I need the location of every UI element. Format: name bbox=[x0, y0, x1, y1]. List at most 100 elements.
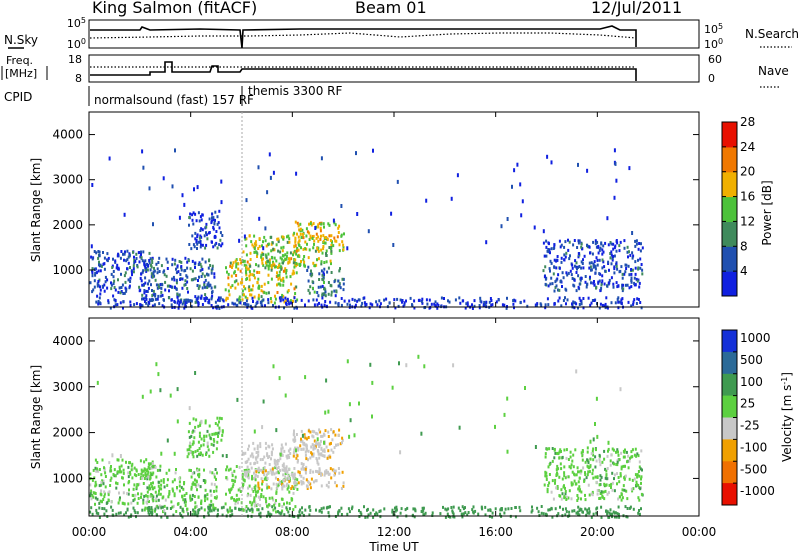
scatter-region bbox=[306, 265, 345, 298]
colorbar-tick-label: 500 bbox=[740, 353, 763, 367]
station-title: King Salmon (fitACF) bbox=[92, 0, 257, 17]
scatter-region bbox=[543, 446, 644, 502]
y-tick-label: 3000 bbox=[52, 173, 83, 187]
nave-label: Nave bbox=[758, 64, 789, 78]
cpid-panel: CPID normalsound (fast) 157 RF themis 33… bbox=[4, 84, 342, 107]
x-tick-label: 00:00 bbox=[72, 525, 107, 539]
power-scatter-data bbox=[89, 148, 644, 310]
colorbar-segment bbox=[722, 221, 737, 247]
power-colorbar-label: Power [dB] bbox=[760, 180, 774, 245]
freq-label-line1: Freq. bbox=[6, 54, 33, 67]
x-tick-label: 04:00 bbox=[173, 525, 208, 539]
colorbar-tick-label: 4 bbox=[740, 264, 748, 278]
power-colorbar: 4 8 12 16 20 24 28 bbox=[721, 115, 755, 297]
x-tick-label: 00:00 bbox=[682, 525, 717, 539]
freq-panel: Freq. [MHz] 18 8 60 0 Nave bbox=[1, 53, 789, 88]
colorbar-tick-label: 100 bbox=[740, 375, 763, 389]
colorbar-segment bbox=[722, 330, 737, 353]
freq-tick-low: 8 bbox=[75, 72, 82, 85]
colorbar-segment bbox=[722, 122, 737, 148]
colorbar-segment bbox=[722, 461, 737, 484]
date-title: 12/Jul/2011 bbox=[591, 0, 682, 17]
x-tick-label: 08:00 bbox=[275, 525, 310, 539]
colorbar-segment bbox=[722, 196, 737, 222]
cpid-label: CPID bbox=[4, 90, 32, 104]
velocity-y-ticks: 1000 2000 3000 4000 bbox=[52, 334, 699, 485]
scatter-region bbox=[224, 256, 299, 305]
colorbar-segment bbox=[722, 271, 737, 297]
y-tick-label: 2000 bbox=[52, 218, 83, 232]
colorbar-segment bbox=[722, 146, 737, 173]
x-tick-label: 20:00 bbox=[580, 525, 615, 539]
noise-tick-low-right: 100 bbox=[704, 37, 723, 52]
colorbar-tick-label: -500 bbox=[740, 462, 767, 476]
power-y-label: Slant Range [km] bbox=[29, 158, 43, 262]
nave-tick-high: 60 bbox=[708, 53, 722, 66]
power-panel: 1000 2000 3000 4000 Slant Range [km] bbox=[29, 111, 700, 310]
colorbar-segment bbox=[722, 351, 737, 375]
velocity-colorbar: 1000 500 100 25 -25 -100 -500 -1000 bbox=[721, 329, 775, 506]
freq-label-line2: [MHz] bbox=[5, 67, 37, 80]
scatter-region bbox=[188, 209, 224, 251]
colorbar-segment bbox=[722, 439, 737, 462]
scatter-region bbox=[186, 416, 224, 459]
noise-panel: N.Sky 105 100 105 100 N.Search bbox=[4, 16, 799, 52]
velocity-panel: 1000 2000 3000 4000 Slant Range [km] bbox=[29, 317, 700, 519]
velocity-colorbar-label: Velocity [m s-1] bbox=[780, 372, 795, 462]
colorbar-segment bbox=[722, 417, 737, 440]
cpid-mode-normalsound: normalsound (fast) 157 RF bbox=[94, 93, 254, 107]
colorbar-tick-label: 16 bbox=[740, 190, 755, 204]
sparse-points bbox=[90, 148, 634, 251]
freq-tick-high: 18 bbox=[68, 53, 82, 66]
noise-tick-high-left: 105 bbox=[67, 16, 86, 31]
velocity-y-label: Slant Range [km] bbox=[29, 365, 43, 469]
colorbar-segment bbox=[722, 373, 737, 397]
x-axis: 00:00 04:00 08:00 12:00 16:00 20:00 00:00 Time… bbox=[72, 112, 717, 554]
colorbar-tick-label: 25 bbox=[740, 397, 755, 411]
x-tick-label: 12:00 bbox=[377, 525, 412, 539]
colorbar-tick-label: -100 bbox=[740, 440, 767, 454]
colorbar-tick-label: 1000 bbox=[740, 331, 771, 345]
colorbar-segment bbox=[722, 171, 737, 198]
colorbar-tick-label: -1000 bbox=[740, 484, 775, 498]
y-tick-label: 1000 bbox=[52, 263, 83, 277]
noise-tick-low-left: 100 bbox=[67, 37, 86, 52]
colorbar-tick-label: 8 bbox=[740, 239, 748, 253]
scatter-region bbox=[292, 428, 344, 461]
scatter-region bbox=[241, 441, 331, 477]
nave-tick-low: 0 bbox=[708, 72, 715, 85]
x-axis-label: Time UT bbox=[368, 540, 419, 554]
noise-left-label: N.Sky bbox=[4, 33, 38, 47]
sparse-points bbox=[96, 354, 622, 458]
y-tick-label: 3000 bbox=[52, 380, 83, 394]
colorbar-tick-label: -25 bbox=[740, 419, 760, 433]
y-tick-label: 2000 bbox=[52, 426, 83, 440]
scatter-region bbox=[89, 505, 642, 519]
beam-title: Beam 01 bbox=[355, 0, 427, 17]
colorbar-tick-label: 12 bbox=[740, 214, 755, 228]
noise-sky-line bbox=[90, 25, 637, 49]
y-tick-label: 4000 bbox=[52, 334, 83, 348]
velocity-scatter-data bbox=[89, 354, 644, 519]
colorbar-tick-label: 20 bbox=[740, 165, 755, 179]
scatter-region bbox=[542, 238, 644, 293]
x-tick-label: 16:00 bbox=[478, 525, 513, 539]
scatter-region bbox=[140, 464, 218, 514]
colorbar-segment bbox=[722, 246, 737, 272]
y-tick-label: 4000 bbox=[52, 128, 83, 142]
colorbar-tick-label: 28 bbox=[740, 115, 755, 129]
colorbar-segment bbox=[722, 395, 737, 418]
noise-search-line bbox=[89, 32, 637, 39]
scatter-region bbox=[140, 256, 217, 305]
power-y-ticks: 1000 2000 3000 4000 bbox=[52, 128, 699, 277]
cpid-mode-themis: themis 3300 RF bbox=[248, 84, 342, 98]
x-axis-ticks: 00:00 04:00 08:00 12:00 16:00 20:00 00:00 bbox=[72, 112, 717, 539]
freq-line bbox=[90, 61, 637, 81]
scatter-region bbox=[89, 249, 154, 298]
noise-tick-high-right: 105 bbox=[704, 22, 723, 37]
y-tick-label: 1000 bbox=[52, 471, 83, 485]
scatter-region bbox=[255, 467, 345, 491]
noise-right-label: N.Search bbox=[745, 27, 799, 41]
colorbar-tick-label: 24 bbox=[740, 140, 755, 154]
